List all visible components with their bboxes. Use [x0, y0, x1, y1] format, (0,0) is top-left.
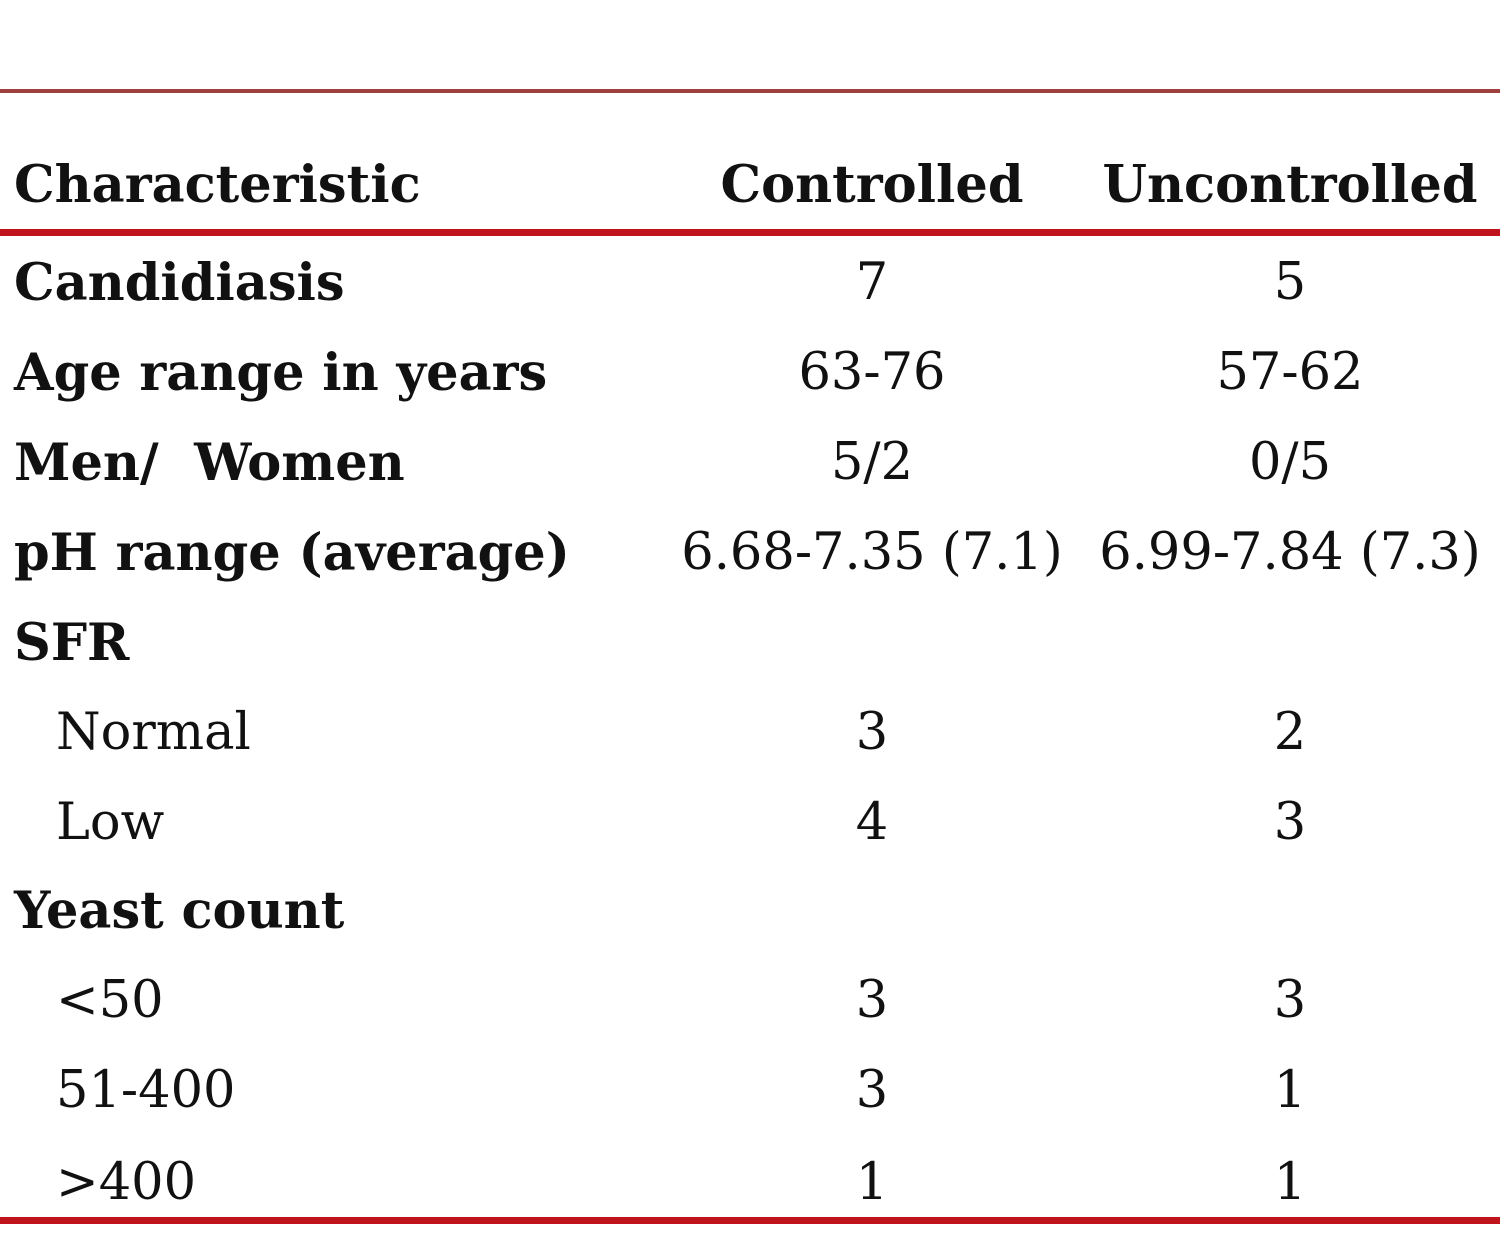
- controlled-value: 7: [855, 253, 889, 312]
- row-label: Men/ Women: [14, 433, 405, 493]
- row-label: <50: [56, 971, 164, 1030]
- controlled-value: 6.68-7.35 (7.1): [681, 523, 1063, 582]
- table-row-sfr-group: SFR: [0, 598, 1500, 688]
- controlled-value: 5/2: [830, 433, 914, 492]
- table-header-rule: [0, 229, 1500, 236]
- row-label: Candidiasis: [14, 253, 345, 313]
- table-row-sfr-low: Low 4 3: [0, 778, 1500, 868]
- controlled-value: 4: [855, 793, 889, 852]
- table-row-age-range: Age range in years 63-76 57-62: [0, 328, 1500, 418]
- table-row-candidiasis: Candidiasis 7 5: [0, 238, 1500, 328]
- row-label: SFR: [14, 613, 130, 673]
- header-controlled: Controlled: [720, 155, 1024, 215]
- row-label: Yeast count: [14, 881, 345, 941]
- controlled-value: 1: [855, 1153, 889, 1212]
- row-label: >400: [56, 1153, 197, 1212]
- controlled-value: 3: [855, 1061, 889, 1120]
- table-row-sfr-normal: Normal 3 2: [0, 688, 1500, 778]
- uncontrolled-value: 3: [1273, 971, 1307, 1030]
- row-label: Age range in years: [14, 343, 548, 403]
- header-characteristic: Characteristic: [14, 155, 421, 215]
- uncontrolled-value: 6.99-7.84 (7.3): [1099, 523, 1481, 582]
- table-row-yeast-lt50: <50 3 3: [0, 956, 1500, 1046]
- table-top-rule: [0, 89, 1500, 93]
- table-row-ph-range: pH range (average) 6.68-7.35 (7.1) 6.99-…: [0, 508, 1500, 598]
- table-row-men-women: Men/ Women 5/2 0/5: [0, 418, 1500, 508]
- uncontrolled-value: 57-62: [1216, 343, 1364, 402]
- table-row-yeast-gt400: >400 1 1: [0, 1138, 1500, 1228]
- row-label: Normal: [56, 703, 251, 762]
- table-row-yeast-51-400: 51-400 3 1: [0, 1046, 1500, 1136]
- table-row-yeast-count-group: Yeast count: [0, 866, 1500, 956]
- uncontrolled-value: 1: [1273, 1153, 1307, 1212]
- row-label: 51-400: [56, 1061, 236, 1120]
- uncontrolled-value: 5: [1273, 253, 1307, 312]
- uncontrolled-value: 0/5: [1248, 433, 1332, 492]
- table-header-row: Characteristic Controlled Uncontrolled: [0, 140, 1500, 230]
- controlled-value: 3: [855, 703, 889, 762]
- uncontrolled-value: 1: [1273, 1061, 1307, 1120]
- controlled-value: 63-76: [798, 343, 946, 402]
- table-bottom-rule: [0, 1217, 1500, 1224]
- row-label: Low: [56, 793, 165, 852]
- header-uncontrolled: Uncontrolled: [1102, 155, 1478, 215]
- uncontrolled-value: 2: [1273, 703, 1307, 762]
- controlled-value: 3: [855, 971, 889, 1030]
- uncontrolled-value: 3: [1273, 793, 1307, 852]
- row-label: pH range (average): [14, 523, 570, 583]
